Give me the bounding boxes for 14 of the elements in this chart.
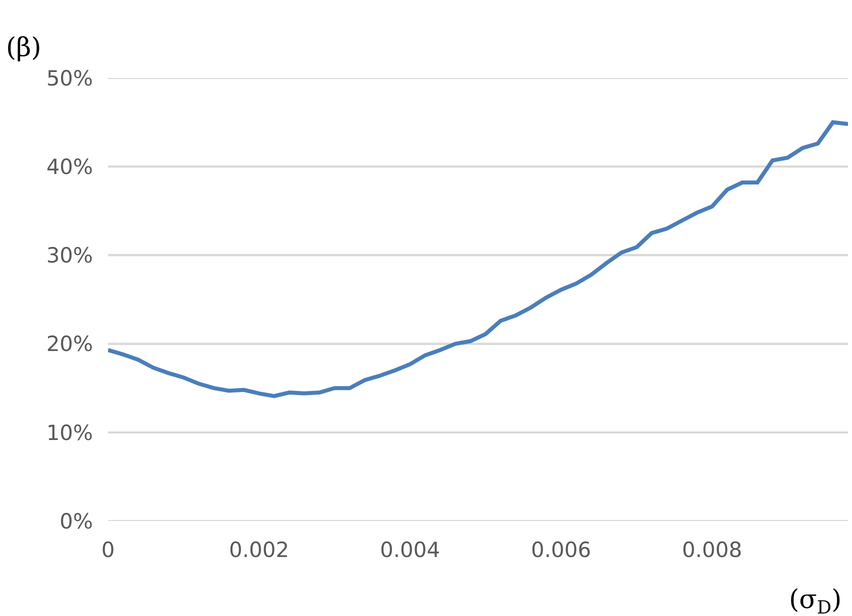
x-tick-label: 0 bbox=[101, 538, 115, 562]
x-tick-label: 0.008 bbox=[682, 538, 742, 562]
x-tick-label: 0.002 bbox=[228, 538, 290, 562]
x-tick-label: 0.004 bbox=[380, 538, 440, 562]
line-series bbox=[108, 120, 848, 398]
y-tick-label: 20% bbox=[46, 332, 93, 356]
y-axis-title: (β) bbox=[6, 33, 42, 63]
x-tick-label: 0.006 bbox=[530, 538, 592, 562]
y-tick-label: 40% bbox=[46, 154, 93, 179]
y-tick-label: 0% bbox=[60, 509, 93, 534]
y-tick-label: 30% bbox=[46, 244, 93, 268]
x-axis-title: (σ$_{D}$) bbox=[789, 585, 842, 616]
y-tick-label: 10% bbox=[46, 420, 93, 445]
y-tick-label: 50% bbox=[46, 66, 93, 90]
